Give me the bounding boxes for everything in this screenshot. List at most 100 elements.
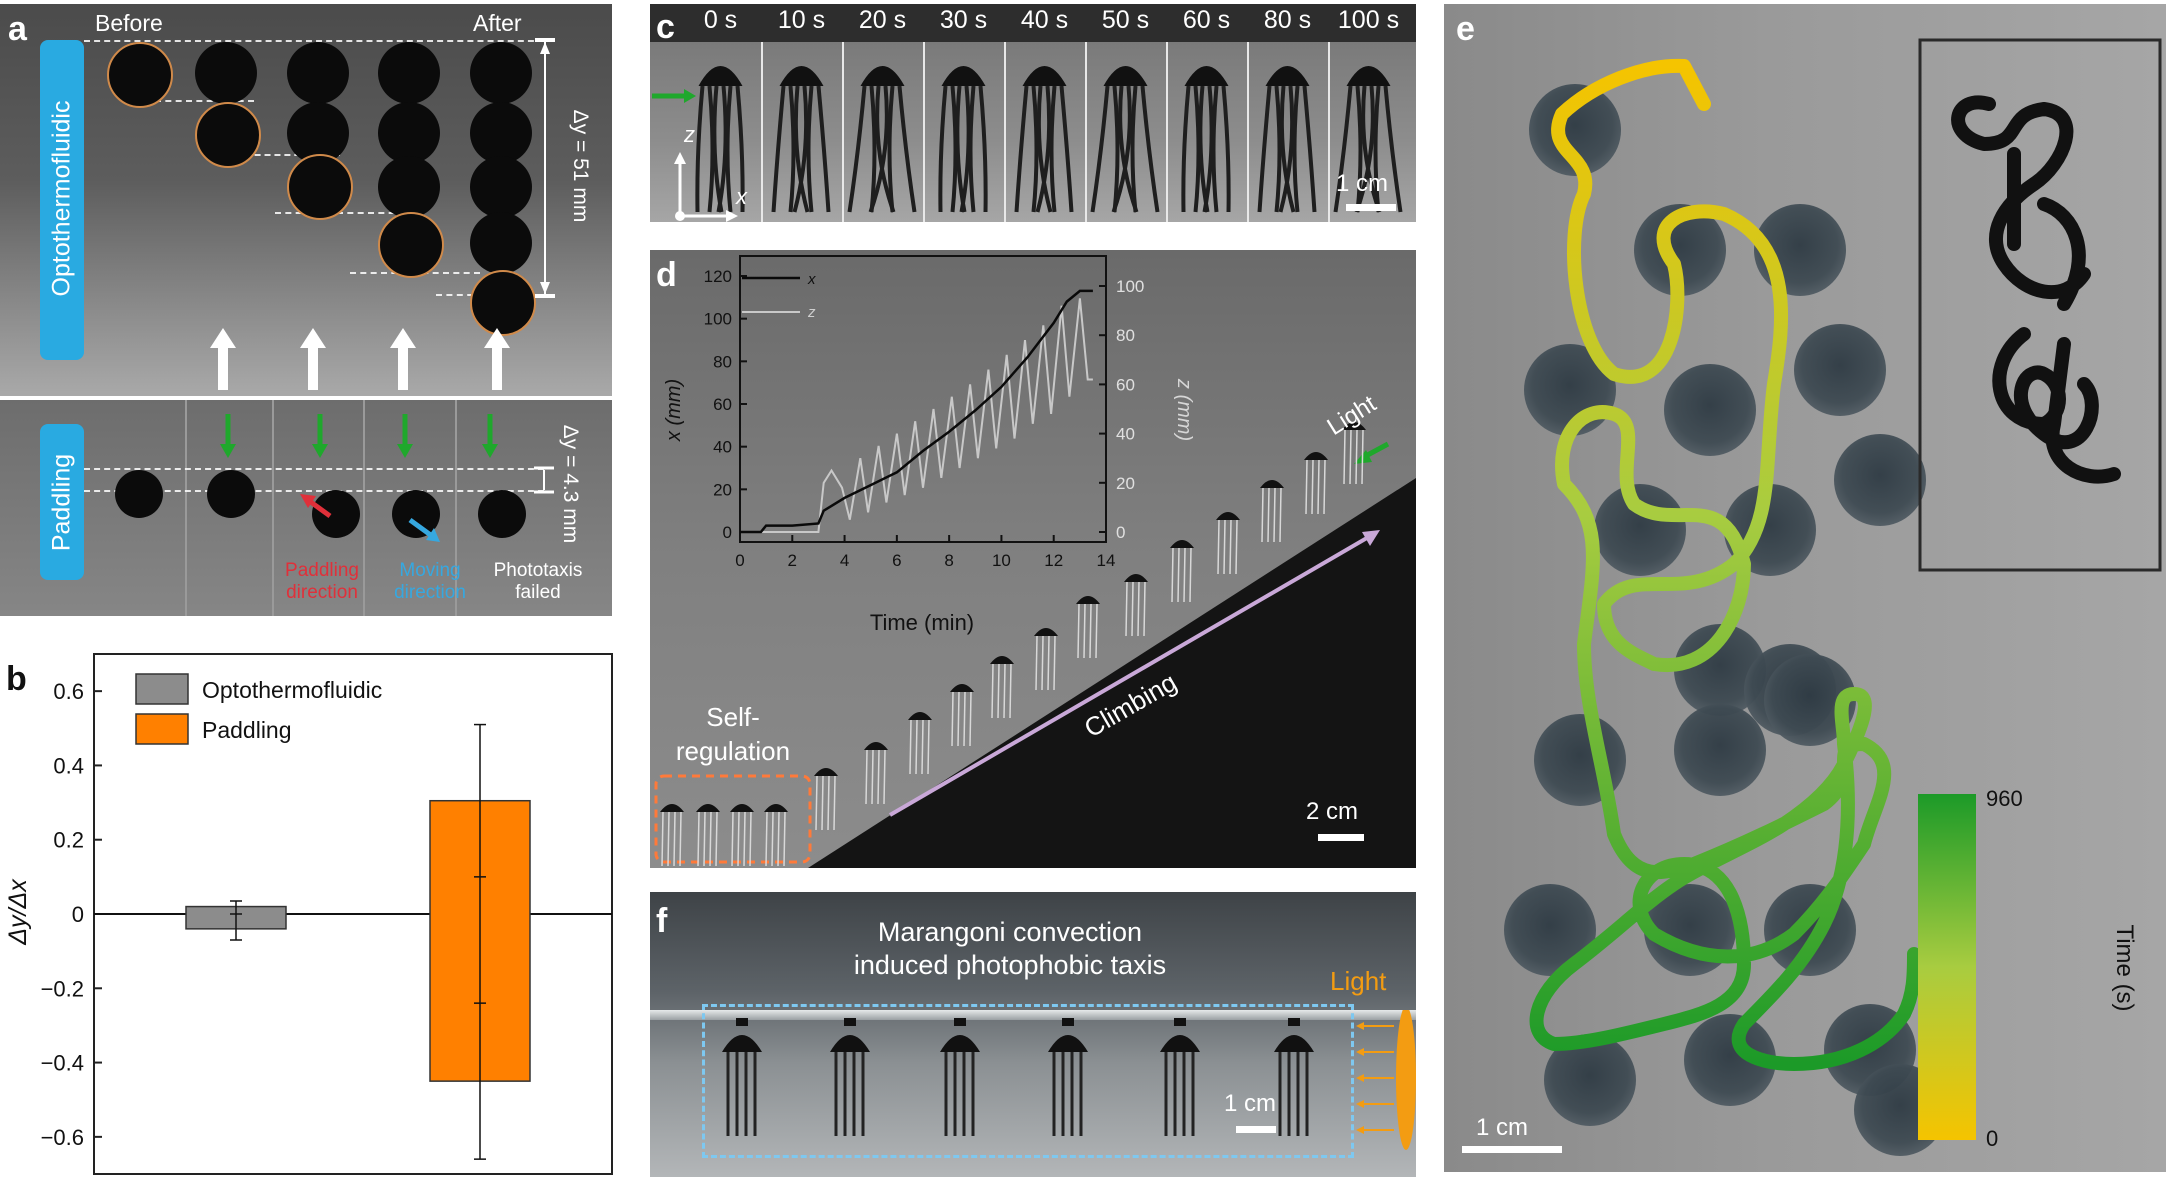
y-tick-label: 100 [1116,277,1144,296]
jellyfish-frame [1304,452,1328,515]
inset-ylabel-right: z (mm) [1173,378,1195,441]
c-scale-label: 1 cm [1336,170,1389,197]
y-tick-label: 60 [713,395,732,414]
jellyfish-frame [1333,66,1403,213]
panel-c-axes [674,152,738,222]
panel-b-label: b [6,660,27,698]
robot-disk [470,102,532,164]
paddling-direction-label: Paddling direction [285,560,359,603]
x-tick-label: 2 [788,551,797,570]
jellyfish-frame [1181,66,1231,213]
c-axis-x: x [736,184,747,209]
y-tick-label: 20 [713,480,732,499]
time-label: 80 s [1263,6,1312,34]
opto-label-box [40,40,84,360]
inset-xlabel: Time (min) [870,610,974,635]
inset-frame [739,255,1107,543]
trajectory [1529,38,2162,1140]
jellyfish-frame [1076,596,1100,659]
time-label: 20 s [858,6,907,34]
jellyfish-frame [814,768,838,831]
y-tick-label: 60 [1116,375,1135,394]
y-axis-label: Δy/Δx [4,878,32,946]
robot-disk [1834,434,1926,526]
panel-f: f Marangoni convection induced photophobi… [650,892,1416,1177]
x-tick-label: 0 [735,551,744,570]
panel-e: e 960 0 Time (s) 1 cm [1444,4,2166,1177]
f-light-label: Light [1330,966,1387,996]
f-scale-label: 1 cm [1224,1090,1277,1117]
y-tick-label: 0 [72,902,84,927]
e-scale-bar [1462,1146,1562,1153]
panel-a: a Before After Optothermofluidic Paddlin… [0,4,612,616]
inset-legend-z: z [807,304,816,321]
robot-disk [378,156,440,218]
x-tick-label: 8 [944,551,953,570]
robot-disk [470,156,532,218]
jellyfish-frame [695,66,745,213]
jellyfish-frame [1160,1018,1200,1136]
c-axis-z: z [684,122,695,147]
before-label: Before [95,10,163,36]
jellyfish-frame [1257,66,1317,213]
jellyfish-frame [722,1018,762,1136]
robot-disk [287,102,349,164]
jellyfish-frame [730,804,754,867]
panel-e-label: e [1456,10,1475,48]
panel-f-label: f [656,902,668,940]
y-tick-label: 0 [723,523,732,542]
jellyfish-frame [990,656,1014,719]
after-label: After [473,10,522,36]
y-tick-label: −0.6 [41,1125,84,1150]
panel-d-label: d [656,256,677,294]
y-tick-label: −0.2 [41,976,84,1001]
x-tick-label: 10 [992,551,1011,570]
jellyfish-frame [1124,574,1148,637]
y-tick-label: 120 [704,267,732,286]
legend-opto-text: Optothermofluidic [202,677,382,703]
robot-disk [1594,484,1686,576]
time-label: 0 s [703,6,738,34]
robot-disk [107,42,173,108]
robot-disk [378,42,440,104]
jellyfish-frame [1170,540,1194,603]
colorbar-label: Time (s) [2111,924,2138,1012]
x-tick-label: 4 [840,551,849,570]
d-scale-label: 2 cm [1306,798,1359,825]
e-scale-label: 1 cm [1476,1114,1529,1141]
f-light-arrows [1356,1010,1416,1150]
opto-label: Optothermofluidic [47,100,76,297]
y-tick-label: 80 [713,352,732,371]
robot-disk [470,212,532,274]
dy-opto-label: Δy = 51 mm [569,109,592,223]
jellyfish-frame [1260,480,1284,543]
jellyfish-frame [1014,66,1074,213]
robot-disk [478,490,526,538]
jellyfish-frame [940,1018,980,1136]
colorbar-min: 0 [1986,1126,1999,1151]
jellyfish-frame [1090,66,1160,213]
y-tick-label: 0.2 [53,828,84,853]
jellyfish-frame [950,684,974,747]
robot-disk [392,490,440,538]
legend-swatch-opto [135,673,189,705]
robot-disk [378,212,444,278]
robot-disk [287,42,349,104]
y-tick-label: 0.6 [53,679,84,704]
jellyfish-frame [1216,512,1240,575]
jellyfish-frame [830,1018,870,1136]
jellyfish-frame [696,804,720,867]
jellyfish-frame [847,66,917,213]
legend-paddling-text: Paddling [202,717,292,743]
inset-x-line [740,289,1093,534]
dy-opto-bracket [535,38,555,298]
robot-disk [195,42,257,104]
panel-c: c 0 s 10 s 20 s 30 s 40 s 50 s 60 s 80 s 100 s z… [650,4,1416,222]
y-tick-label: 40 [1116,425,1135,444]
jellyfish-frame [1048,1018,1088,1136]
y-tick-label: 80 [1116,326,1135,345]
robot-disk [470,42,532,104]
jellyfish-frame [764,804,788,867]
